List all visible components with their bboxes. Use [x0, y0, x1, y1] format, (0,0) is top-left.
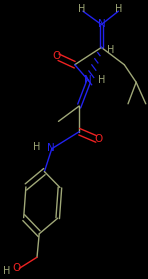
- Text: O: O: [12, 263, 21, 273]
- Text: H: H: [115, 4, 122, 14]
- Text: H: H: [33, 142, 41, 152]
- Text: N: N: [85, 75, 92, 85]
- Text: H: H: [3, 266, 10, 276]
- Text: N: N: [98, 19, 105, 29]
- Text: H: H: [107, 45, 114, 55]
- Text: O: O: [95, 134, 103, 145]
- Text: H: H: [78, 4, 86, 14]
- Text: H: H: [98, 75, 106, 85]
- Text: N: N: [47, 143, 55, 153]
- Text: O: O: [52, 51, 60, 61]
